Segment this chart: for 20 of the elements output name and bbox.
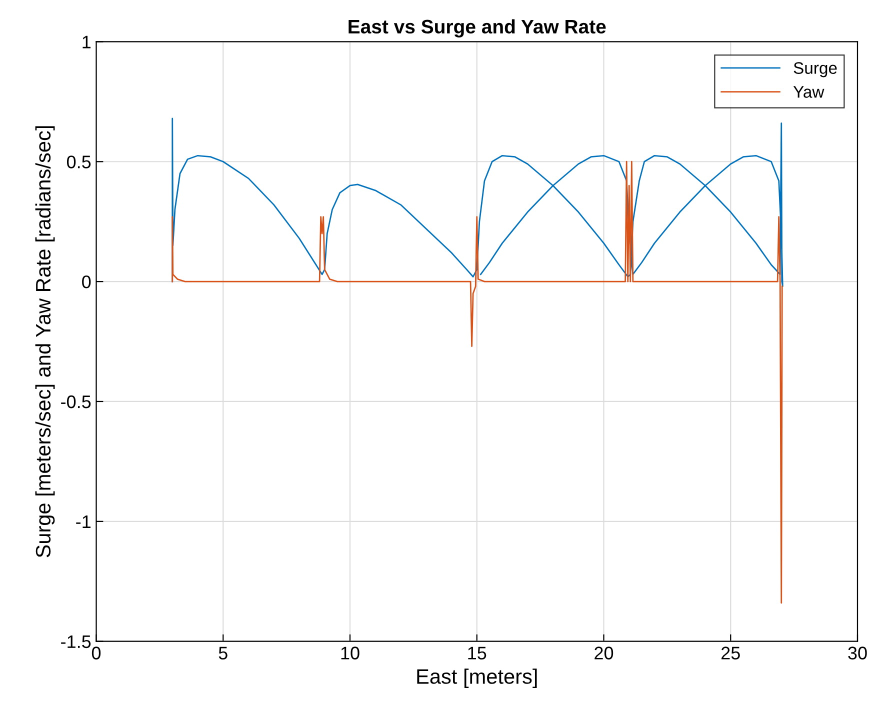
legend-label: Yaw [793, 86, 824, 98]
x-tick-label: 20 [594, 646, 614, 660]
x-axis-title: East [meters] [417, 668, 537, 688]
x-tick-label: 25 [721, 646, 740, 660]
chart-title: East vs Surge and Yaw Rate [348, 19, 606, 38]
y-tick-label: 0 [82, 275, 91, 288]
y-axis-title: Surge [meters/sec] and Yaw Rate [radians/sec] [35, 126, 55, 558]
y-tick-label: 0.5 [66, 156, 91, 168]
x-tick-label: 10 [341, 646, 360, 660]
line-series [172, 118, 784, 288]
y-tick-label: -1 [76, 516, 91, 528]
x-tick-label: 30 [848, 646, 867, 660]
x-tick-label: 15 [468, 646, 486, 660]
x-tick-label: 0 [92, 646, 101, 660]
legend-label: Surge [794, 62, 837, 78]
x-tick-label: 5 [218, 646, 228, 660]
y-tick-label: -1.5 [61, 635, 91, 648]
line-series [172, 160, 783, 604]
y-tick-label: -0.5 [61, 395, 91, 408]
y-tick-label: 1 [82, 36, 91, 48]
